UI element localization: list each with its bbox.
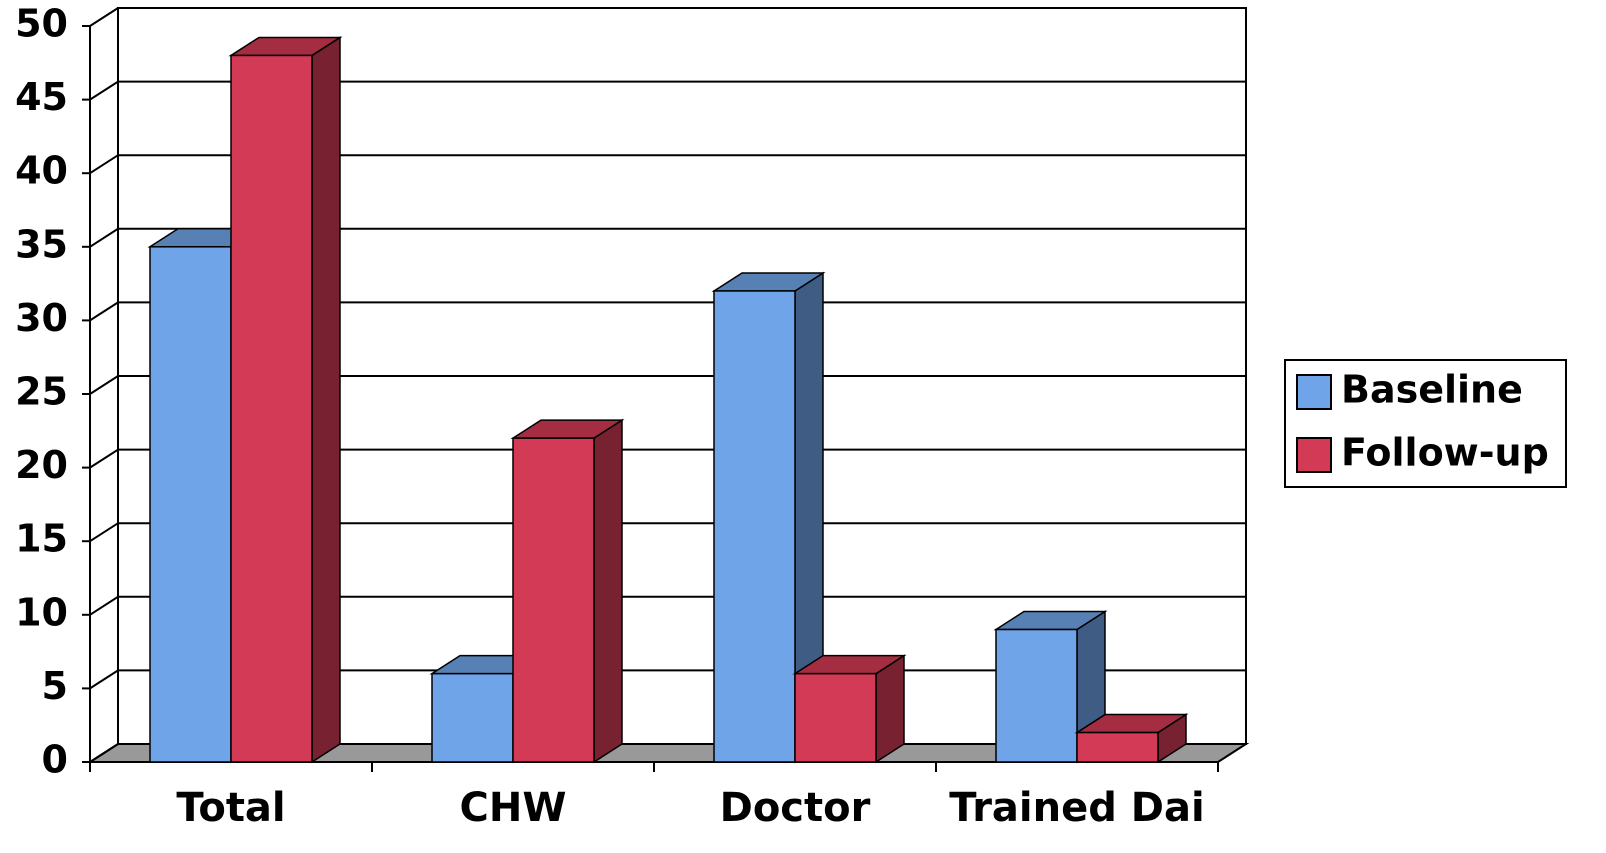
bar: [230, 54, 313, 763]
y-tick-label: 5: [42, 664, 68, 708]
grid-line: [89, 448, 1246, 469]
grid-line: [89, 375, 1246, 395]
y-tick-label: 35: [15, 222, 68, 266]
y-tick-label: 10: [15, 590, 68, 634]
y-tick-label: 50: [15, 2, 68, 46]
y-tick-label: 20: [15, 443, 68, 487]
legend-swatch: [1296, 437, 1332, 473]
grid-line: [89, 522, 1246, 543]
x-tick-label: Total: [176, 785, 285, 831]
y-tick-label: 30: [15, 296, 68, 340]
grid-line: [89, 7, 1246, 27]
y-tick-label: 25: [15, 370, 68, 414]
bar-side: [311, 36, 341, 764]
bar: [995, 628, 1078, 763]
x-tick-label: Doctor: [720, 785, 871, 831]
bar: [713, 290, 796, 763]
y-tick-label: 0: [42, 738, 68, 782]
legend-label: Baseline: [1341, 368, 1523, 412]
y-tick-label: 45: [15, 75, 68, 119]
y-tick-label: 40: [15, 149, 68, 193]
grid-line: [89, 80, 1246, 101]
grid-line: [89, 301, 1246, 322]
grid-line: [89, 595, 1246, 616]
bar-side: [593, 418, 623, 764]
y-tick-label: 15: [15, 517, 68, 561]
bar: [1076, 731, 1159, 763]
grid-line: [89, 227, 1246, 248]
x-tick-label: CHW: [460, 785, 567, 831]
bar: [794, 672, 877, 763]
bar: [431, 672, 514, 763]
x-tick-label: Trained Dai: [949, 785, 1204, 831]
grid-line: [89, 154, 1246, 175]
legend-swatch: [1296, 374, 1332, 410]
legend-label: Follow-up: [1341, 431, 1549, 475]
bar: [149, 246, 232, 763]
bar: [512, 437, 595, 763]
